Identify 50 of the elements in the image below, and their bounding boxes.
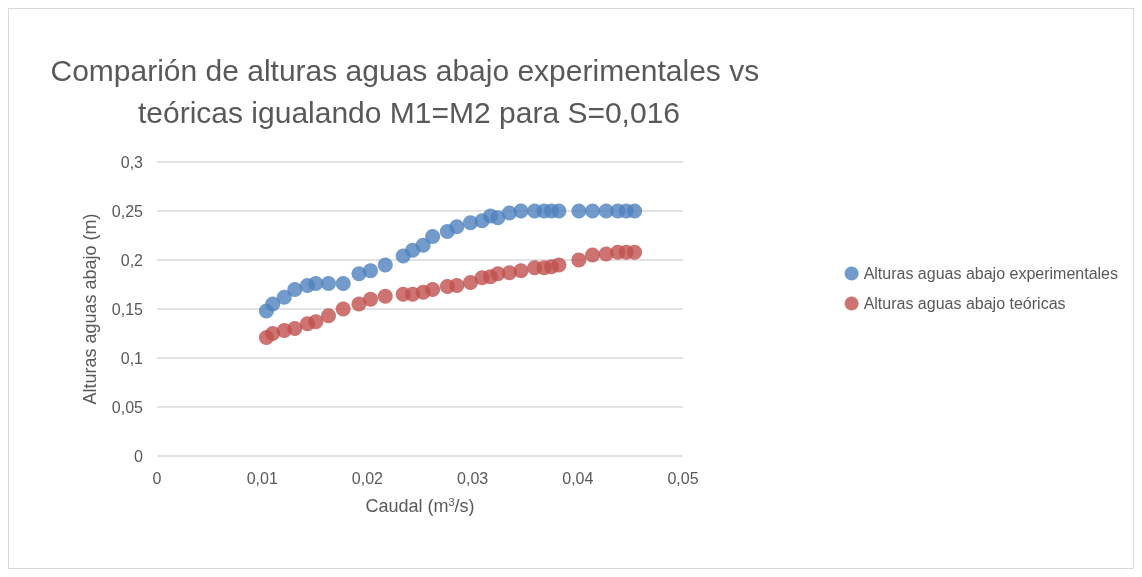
x-tick-label: 0,04 bbox=[562, 469, 594, 487]
point bbox=[627, 203, 643, 219]
point bbox=[276, 289, 292, 305]
point bbox=[308, 276, 324, 292]
x-tick-label: 0,01 bbox=[246, 469, 278, 487]
point bbox=[287, 321, 303, 337]
legend-label: Alturas aguas abajo experimentales bbox=[863, 265, 1118, 282]
point bbox=[449, 219, 465, 235]
point bbox=[377, 257, 393, 273]
point bbox=[490, 210, 506, 226]
chart-title: Comparión de alturas aguas abajo experimentales vs teóricas igualando M1=M2 para S=0,016 bbox=[50, 53, 768, 129]
x-tick-label: 0 bbox=[152, 469, 162, 487]
point bbox=[363, 263, 379, 279]
point bbox=[335, 301, 351, 317]
y-tick-label: 0,2 bbox=[120, 251, 144, 269]
point bbox=[513, 263, 529, 279]
y-tick-label: 0,1 bbox=[120, 349, 144, 367]
point bbox=[287, 281, 303, 297]
point bbox=[425, 228, 441, 244]
point bbox=[335, 276, 351, 292]
legend-label: Alturas aguas abajo teóricas bbox=[863, 295, 1066, 312]
point bbox=[320, 308, 336, 324]
point bbox=[585, 203, 601, 219]
point bbox=[377, 288, 393, 304]
point bbox=[571, 203, 587, 219]
point bbox=[351, 296, 367, 312]
y-tick-label: 0 bbox=[134, 447, 144, 465]
point bbox=[363, 291, 379, 307]
y-tick-label: 0,25 bbox=[111, 202, 144, 220]
point bbox=[308, 314, 324, 330]
point bbox=[571, 252, 587, 268]
point bbox=[585, 247, 601, 263]
x-tick-label: 0,02 bbox=[351, 469, 384, 487]
x-tick-label: 0,03 bbox=[457, 469, 489, 487]
point bbox=[551, 257, 567, 273]
point bbox=[415, 237, 431, 253]
y-axis-title: Alturas aguas abajo (m) bbox=[80, 213, 100, 405]
point bbox=[627, 244, 643, 260]
point bbox=[513, 203, 529, 219]
point bbox=[320, 276, 336, 292]
y-tick-label: 0,05 bbox=[111, 398, 144, 416]
point bbox=[265, 296, 281, 312]
point bbox=[449, 277, 465, 293]
point bbox=[265, 326, 281, 341]
y-tick-label: 0,3 bbox=[120, 153, 144, 171]
y-tick-label: 0,15 bbox=[111, 300, 144, 318]
point bbox=[425, 281, 441, 297]
point bbox=[463, 275, 478, 291]
x-tick-label: 0,05 bbox=[667, 469, 699, 487]
point bbox=[551, 203, 567, 219]
